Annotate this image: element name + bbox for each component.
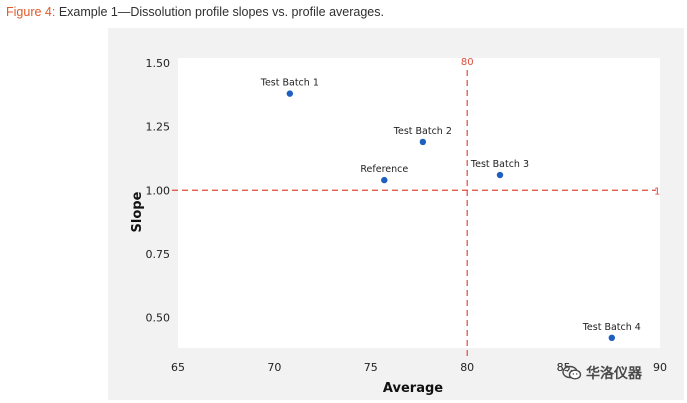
data-point (496, 171, 504, 179)
data-point (286, 90, 294, 97)
y-axis-title: Slope (130, 191, 145, 232)
figure-label: Figure 4: (6, 5, 56, 19)
x-tick-label: 65 (171, 361, 185, 374)
data-point (419, 138, 427, 146)
y-tick-label: 1.25 (146, 121, 171, 134)
reference-lines: 80 1 (172, 57, 660, 356)
data-point-label: Test Batch 2 (393, 126, 452, 137)
reference-line-x-label: 80 (461, 57, 474, 68)
data-point-label: Test Batch 1 (260, 78, 319, 89)
data-point (381, 176, 388, 184)
y-tick-label: 1.50 (146, 57, 171, 70)
data-point (608, 334, 615, 342)
wechat-icon (562, 365, 582, 380)
y-tick-label: 0.75 (146, 248, 171, 261)
x-tick-label: 70 (267, 361, 281, 374)
watermark: 华洛仪器 (562, 363, 642, 383)
x-axis-title: Average (383, 381, 443, 396)
x-tick-label: 90 (653, 361, 667, 374)
data-point-label: Test Batch 3 (470, 159, 529, 170)
figure-caption: Figure 4: Example 1—Dissolution profile … (6, 5, 384, 19)
y-axis-tick-labels: 0.50 0.75 1.00 1.25 1.50 (146, 57, 171, 324)
reference-line-y-label: 1 (654, 186, 660, 197)
figure-caption-text: Example 1—Dissolution profile slopes vs.… (55, 5, 384, 19)
y-tick-label: 0.50 (146, 311, 171, 324)
watermark-text: 华洛仪器 (586, 366, 642, 382)
plot-area (178, 58, 660, 348)
data-points: Test Batch 1 Test Batch 2 Reference Test Ba… (260, 78, 641, 342)
x-tick-label: 75 (364, 361, 378, 374)
data-point-label: Reference (360, 164, 408, 175)
data-point-label: Test Batch 4 (582, 322, 641, 333)
y-tick-label: 1.00 (146, 184, 171, 197)
x-tick-label: 80 (460, 361, 474, 374)
